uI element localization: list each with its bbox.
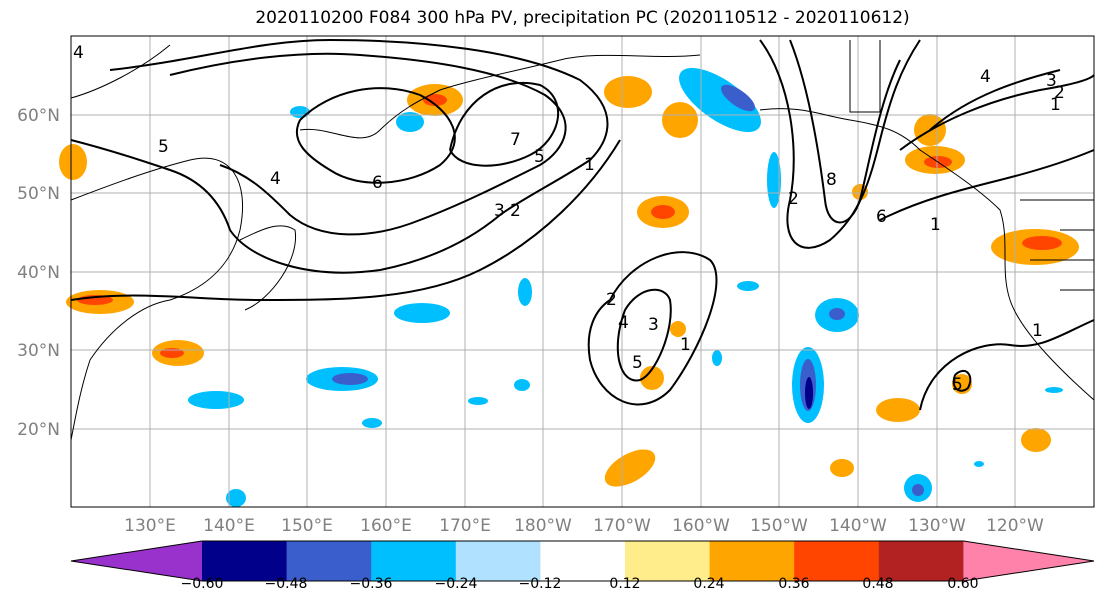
contour-label: 3 [494, 201, 505, 221]
contour-label: 2 [606, 290, 617, 310]
colorbar-segment [625, 541, 711, 581]
colorbar-segment [794, 541, 880, 581]
lon-label: 150°W [750, 516, 808, 536]
contour-label: 1 [930, 215, 941, 235]
colorbar-tick-label: −0.60 [181, 576, 224, 592]
colorbar-tick-label: 0.60 [947, 576, 978, 592]
contour-label: 7 [510, 130, 521, 150]
lon-label: 130°W [908, 516, 966, 536]
contour-label: 5 [158, 137, 169, 157]
pv-contours [70, 38, 1095, 411]
colorbar-outline [70, 540, 1095, 582]
colorbar-segment [878, 541, 964, 581]
lat-label: 20°N [17, 420, 60, 440]
contour-label: 5 [952, 375, 963, 395]
map-frame [70, 35, 1095, 508]
colorbar-ticks: −0.60 −0.48 −0.36 −0.24 −0.12 0.12 0.24 … [181, 576, 979, 592]
colorbar-segment [540, 541, 626, 581]
lon-label: 150°E [281, 516, 333, 536]
contour-labels: 4 5 4 6 7 5 1 3 2 2 4 3 1 5 2 8 6 1 4 3 … [73, 43, 1065, 395]
contour-label: 1 [680, 335, 691, 355]
contour-label: 4 [980, 67, 991, 87]
colorbar-tick-label: −0.24 [435, 576, 478, 592]
contour-label: 5 [632, 353, 643, 373]
colorbar-tick-label: 0.12 [609, 576, 640, 592]
contour-label: 4 [73, 43, 84, 63]
contour-label: 4 [618, 313, 629, 333]
lon-label: 180°W [514, 516, 572, 536]
colorbar-tick-label: 0.48 [862, 576, 893, 592]
colorbar-segment [963, 541, 1094, 581]
coastlines [70, 40, 1095, 441]
lon-label: 130°E [124, 516, 176, 536]
lon-label: 120°W [986, 516, 1044, 536]
lat-label: 50°N [17, 184, 60, 204]
colorbar-segment [202, 541, 288, 581]
colorbar-tick-label: 0.24 [693, 576, 724, 592]
contour-label: 3 [648, 315, 659, 335]
colorbar [70, 540, 1095, 582]
colorbar-tick-label: 0.36 [778, 576, 809, 592]
contour-label: 6 [876, 207, 887, 227]
colorbar-tick-label: −0.48 [265, 576, 308, 592]
contour-label: 1 [584, 155, 595, 175]
colorbar-segment [709, 541, 795, 581]
contour-label: 1 [1032, 321, 1043, 341]
precip-anomaly-fills [59, 67, 1079, 507]
contour-label: 6 [372, 173, 383, 193]
longitude-labels: 130°E 140°E 150°E 160°E 170°E 180°W 170°… [124, 516, 1044, 536]
contour-label: 8 [826, 170, 837, 190]
contour-label: 2 [788, 189, 799, 209]
chart-title: 2020110200 F084 300 hPa PV, precipitatio… [255, 8, 910, 28]
contour-label: 5 [534, 147, 545, 167]
contour-label: 4 [270, 169, 281, 189]
colorbar-segment [71, 541, 202, 581]
colorbar-segment [371, 541, 457, 581]
lat-label: 60°N [17, 106, 60, 126]
lat-label: 30°N [17, 341, 60, 361]
colorbar-segment [286, 541, 372, 581]
contour-label: 3 [1046, 71, 1057, 91]
colorbar-tick-label: −0.36 [350, 576, 393, 592]
contour-label: 1 [1050, 95, 1061, 115]
lon-label: 140°E [203, 516, 255, 536]
contour-label: 2 [1054, 83, 1065, 103]
lon-label: 160°W [672, 516, 730, 536]
contour-label: 2 [510, 201, 521, 221]
lat-label: 40°N [17, 263, 60, 283]
lon-label: 170°W [593, 516, 651, 536]
colorbar-segment [455, 541, 541, 581]
lon-label: 170°E [439, 516, 491, 536]
lon-label: 160°E [360, 516, 412, 536]
lon-label: 140°W [829, 516, 887, 536]
colorbar-tick-label: −0.12 [519, 576, 562, 592]
latitude-labels: 60°N 50°N 40°N 30°N 20°N [17, 106, 60, 440]
